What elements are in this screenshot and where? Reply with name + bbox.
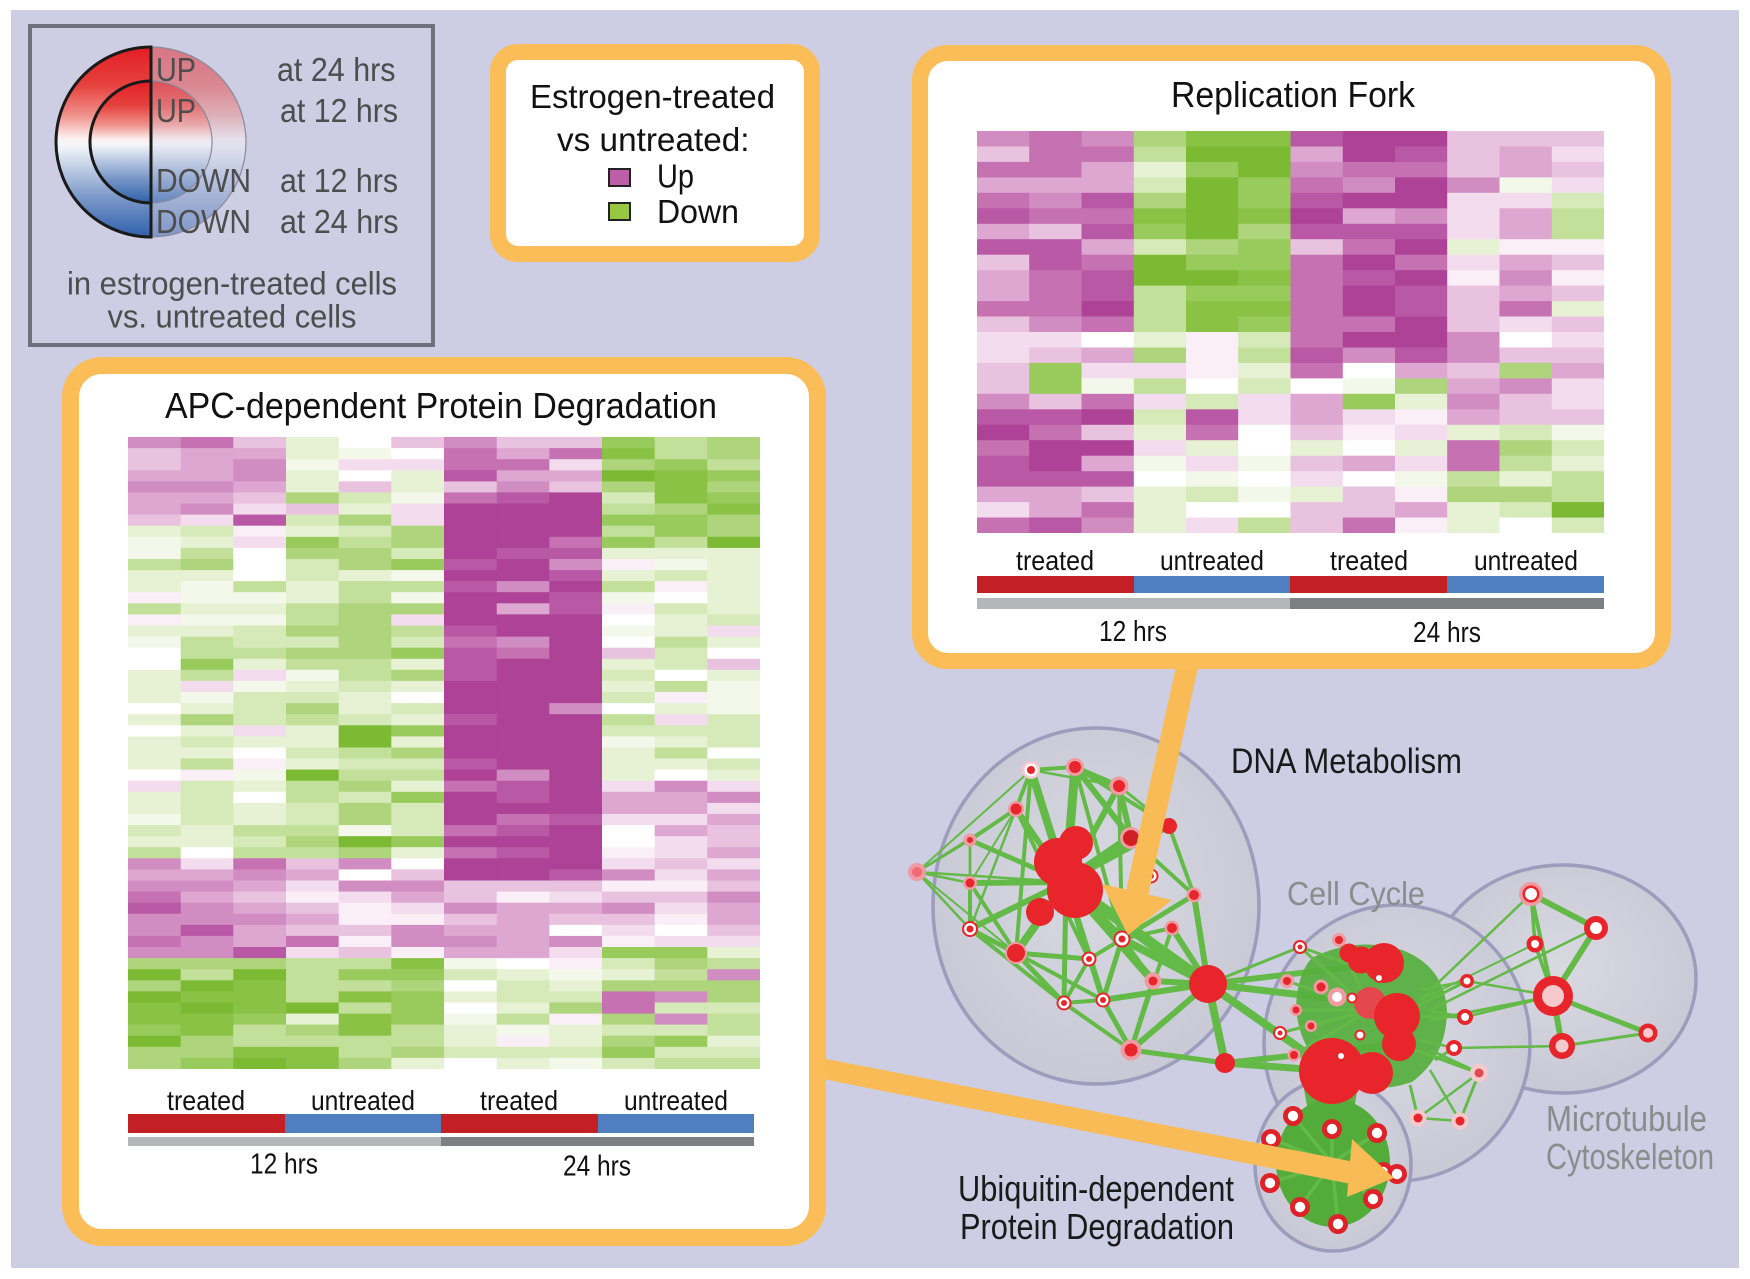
svg-text:Ubiquitin-dependent: Ubiquitin-dependent (958, 1168, 1234, 1209)
svg-text:DNA Metabolism: DNA Metabolism (1231, 742, 1462, 781)
svg-text:24 hrs: 24 hrs (563, 1151, 631, 1183)
svg-text:vs. untreated cells: vs. untreated cells (108, 299, 357, 335)
svg-text:DOWN: DOWN (156, 204, 251, 241)
svg-text:at 24 hrs: at 24 hrs (277, 52, 396, 89)
svg-text:Replication Fork: Replication Fork (1171, 74, 1416, 115)
svg-text:12 hrs: 12 hrs (1099, 616, 1167, 648)
svg-text:treated: treated (480, 1085, 558, 1116)
svg-text:untreated: untreated (1160, 545, 1264, 576)
svg-text:treated: treated (1016, 545, 1094, 576)
svg-text:at 12 hrs: at 12 hrs (280, 93, 398, 130)
svg-text:UP: UP (156, 52, 196, 89)
svg-text:vs untreated:: vs untreated: (557, 121, 750, 158)
svg-text:in estrogen-treated cells: in estrogen-treated cells (67, 266, 397, 302)
svg-text:Estrogen-treated: Estrogen-treated (530, 78, 775, 115)
svg-text:Cell Cycle: Cell Cycle (1287, 876, 1425, 913)
svg-text:untreated: untreated (624, 1085, 728, 1116)
svg-text:at 24 hrs: at 24 hrs (280, 204, 399, 241)
svg-text:DOWN: DOWN (156, 163, 251, 200)
svg-text:Microtubule: Microtubule (1546, 1098, 1707, 1139)
svg-text:Protein Degradation: Protein Degradation (960, 1206, 1234, 1247)
svg-text:24 hrs: 24 hrs (1413, 617, 1481, 649)
svg-text:at 12 hrs: at 12 hrs (280, 163, 398, 200)
svg-text:untreated: untreated (311, 1085, 415, 1116)
svg-text:12 hrs: 12 hrs (250, 1149, 318, 1181)
svg-text:Down: Down (657, 193, 739, 230)
svg-text:APC-dependent Protein Degradat: APC-dependent Protein Degradation (165, 385, 717, 426)
svg-text:treated: treated (1330, 545, 1408, 576)
svg-text:Cytoskeleton: Cytoskeleton (1546, 1136, 1714, 1177)
svg-text:Up: Up (657, 158, 694, 195)
svg-text:treated: treated (167, 1085, 245, 1116)
svg-text:untreated: untreated (1474, 545, 1578, 576)
svg-text:UP: UP (156, 93, 196, 130)
